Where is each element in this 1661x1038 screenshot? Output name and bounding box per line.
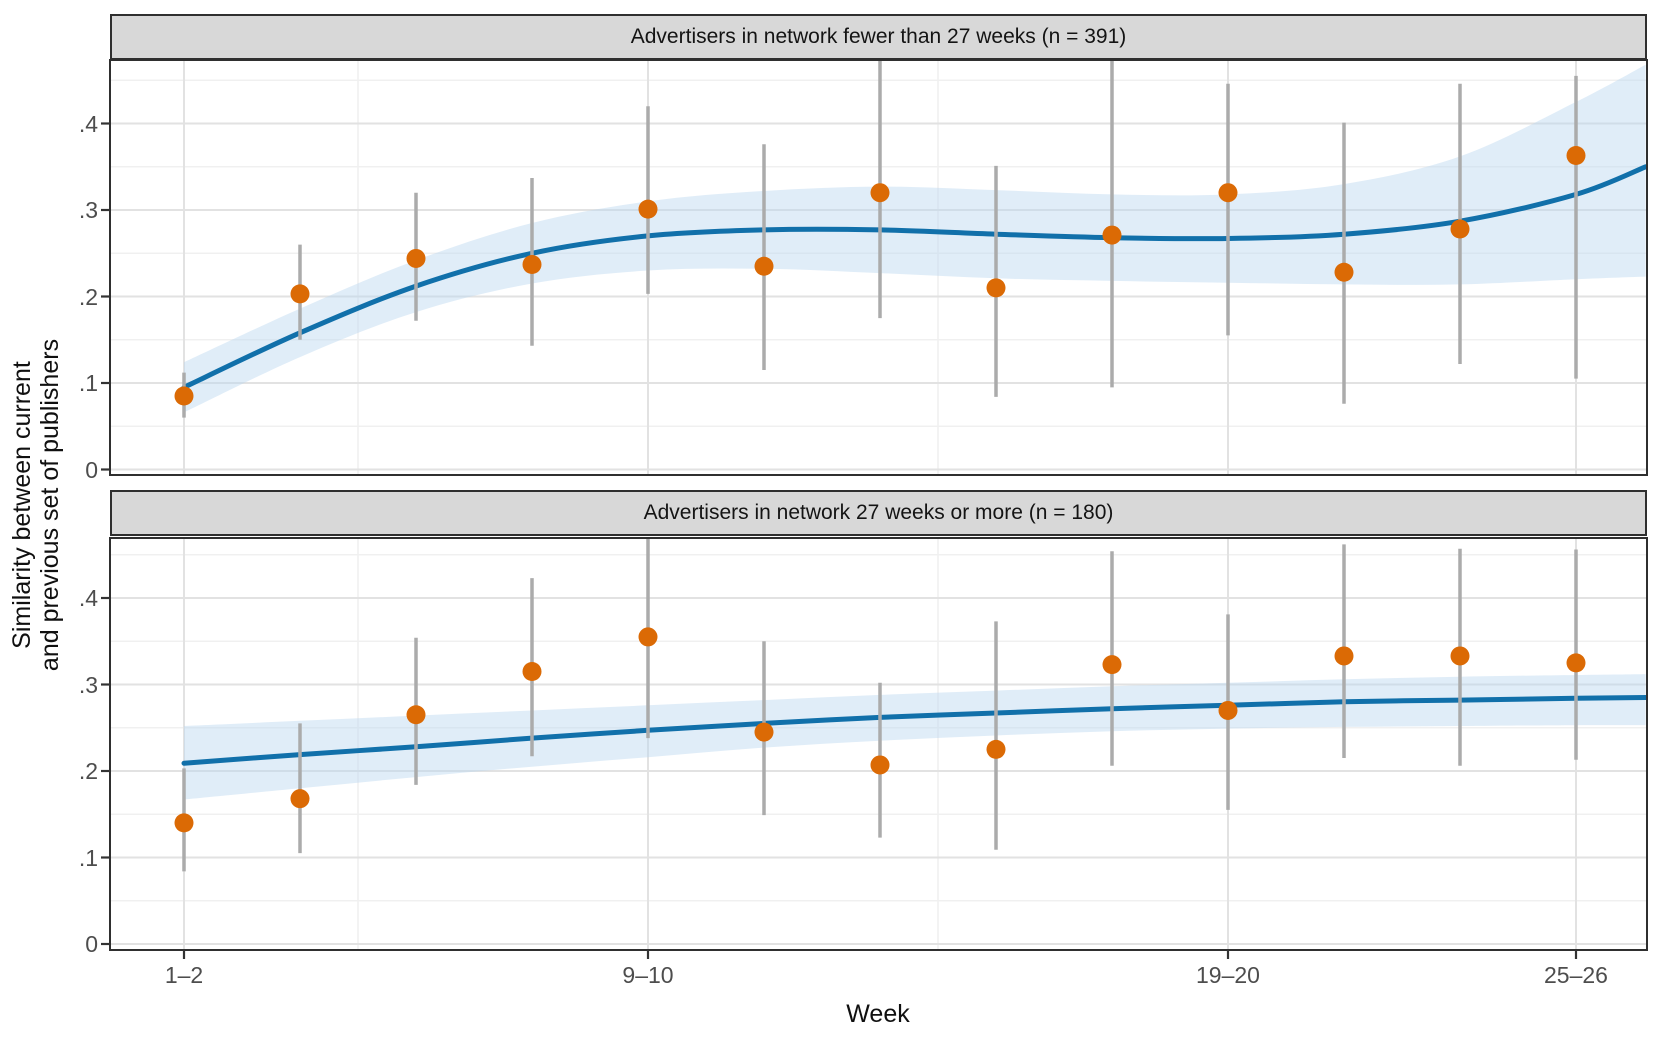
data-point [754,722,774,742]
panel-1-y-ticks [101,596,110,946]
data-point [870,183,890,203]
data-point [1566,653,1586,673]
data-point [1218,183,1238,203]
panel-1 [101,537,1648,951]
y-tick-label: .4 [78,110,98,137]
x-axis-title: Week [846,1000,910,1028]
panel-1-confidence-band [184,674,1646,800]
y-tick-label: .1 [78,844,98,871]
facet-strip-top: Advertisers in network fewer than 27 wee… [110,14,1647,60]
y-tick-label: .4 [78,585,98,611]
y-tick-label: .3 [78,197,98,223]
data-point [1450,646,1470,666]
x-tick-label: 9–10 [622,962,674,988]
data-point [290,284,310,304]
data-point [986,278,1006,298]
x-axis-ticks [182,950,1578,959]
y-tick-label: .3 [78,671,98,698]
y-tick-label: .1 [78,370,98,396]
panel-1-points [174,627,1586,833]
data-point [870,755,890,775]
data-point [1218,700,1238,720]
panel-0-points [174,146,1586,406]
data-point [1102,655,1122,675]
data-point [1450,219,1470,239]
panel-0-y-ticks [101,122,110,471]
x-tick-label: 19–20 [1196,962,1260,988]
x-tick-label: 1–2 [164,962,204,988]
data-point [522,254,542,274]
data-point [1334,262,1354,282]
data-point [1566,146,1586,166]
facet-strip-top-label: Advertisers in network fewer than 27 wee… [630,25,1127,48]
data-point [174,386,194,406]
data-point [638,199,658,219]
y-tick-label: .2 [78,758,98,784]
x-tick-label: 25–26 [1544,962,1608,988]
data-point [522,662,542,682]
data-point [1334,646,1354,666]
data-point [754,256,774,276]
data-point [174,813,194,833]
y-tick-label: .2 [78,283,98,310]
panel-0-border [109,59,1648,476]
facet-strip-bottom: Advertisers in network 27 weeks or more … [110,490,1647,536]
panel-1-smooth-line [181,695,1646,766]
data-point [406,705,426,725]
y-tick-label: 0 [85,931,98,957]
panel-1-border [109,537,1648,951]
data-point [406,248,426,268]
data-point [986,739,1006,759]
facet-strip-bottom-label: Advertisers in network 27 weeks or more … [643,501,1114,524]
y-tick-label: 0 [85,456,98,483]
data-point [1102,225,1122,245]
data-point [290,789,310,809]
panel-0 [101,59,1648,476]
panel-0-confidence-band [184,64,1646,413]
data-point [638,627,658,647]
